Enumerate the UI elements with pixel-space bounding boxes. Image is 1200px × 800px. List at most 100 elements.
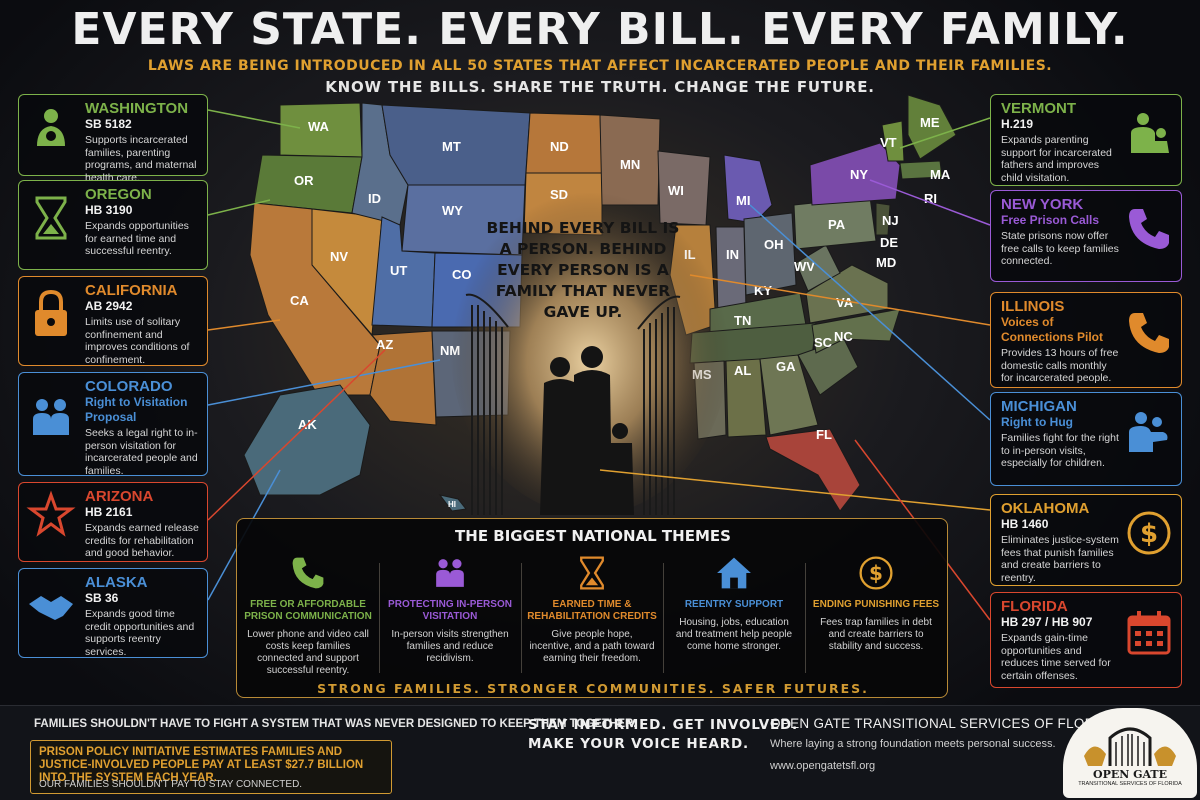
- svg-text:WI: WI: [668, 183, 684, 198]
- theme-people-icon: [436, 559, 464, 587]
- theme-title: FREE OR AFFORDABLE PRISON COMMUNICATION: [244, 599, 372, 622]
- theme-title: ENDING PUNISHING FEES: [812, 599, 940, 610]
- footer-cta: STAY INFORMED. GET INVOLVED. MAKE YOUR V…: [528, 716, 798, 754]
- theme-description: Fees trap families in debt and create ba…: [820, 617, 932, 652]
- state-name: NEW YORK: [1001, 196, 1084, 213]
- state-card-vermont: VERMONT H.219 Expands parenting support fo…: [990, 94, 1182, 186]
- svg-text:MN: MN: [620, 157, 640, 172]
- hourglass-icon: [35, 196, 67, 240]
- theme-2: PROTECTING IN-PERSON VISITATION In-person…: [379, 553, 521, 683]
- theme-title: PROTECTING IN-PERSON VISITATION: [388, 599, 512, 622]
- state-me: [907, 95, 957, 160]
- bill-number: Right to Visitation Proposal: [85, 395, 188, 424]
- bill-description: Limits use of solitary confinement and i…: [85, 316, 190, 366]
- parent-child-icon: [1131, 113, 1169, 153]
- family-silhouette: [540, 346, 634, 515]
- svg-text:ND: ND: [550, 139, 569, 154]
- state-name: ILLINOIS: [1001, 298, 1065, 315]
- theme-1: FREE OR AFFORDABLE PRISON COMMUNICATION L…: [237, 553, 379, 683]
- themes-tagline: STRONG FAMILIES. STRONGER COMMUNITIES. S…: [317, 681, 869, 696]
- state-card-california: CALIFORNIA AB 2942 Limits use of solitary …: [18, 276, 208, 366]
- svg-text:$: $: [869, 561, 883, 585]
- statistic-box: PRISON POLICY INITIATIVE ESTIMATES FAMIL…: [30, 740, 392, 794]
- state-al: [725, 358, 767, 438]
- light-glow: [450, 175, 730, 515]
- center-message: BEHIND EVERY BILL IS A PERSON. BEHIND EV…: [486, 219, 680, 321]
- theme-title: REENTRY SUPPORT: [684, 599, 784, 610]
- bill-description: Seeks a legal right to in-person visitat…: [85, 427, 198, 477]
- state-name: ALASKA: [85, 574, 148, 591]
- theme-title: EARNED TIME & REHABILITATION CREDITS: [527, 599, 657, 622]
- hug-icon: [1129, 412, 1168, 452]
- state-card-arizona: ARIZONA HB 2161 Expands earned release cre…: [18, 482, 208, 562]
- state-ga: [759, 354, 819, 436]
- svg-text:MI: MI: [736, 193, 750, 208]
- state-name: COLORADO: [85, 378, 173, 395]
- bill-number: HB 297 / HB 907: [1001, 615, 1093, 629]
- bill-description: Provides 13 hours of free domestic calls…: [1001, 347, 1119, 384]
- svg-text:TN: TN: [734, 313, 751, 328]
- logo-name: OPEN GATE: [1092, 768, 1168, 781]
- state-card-oklahoma: $ OKLAHOMA HB 1460 Eliminates justice-syste…: [990, 494, 1182, 586]
- bill-number: Voices of Connections Pilot: [1001, 315, 1103, 344]
- bill-number: SB 5182: [85, 117, 132, 131]
- svg-text:UT: UT: [390, 263, 407, 278]
- bill-description: Expands gain-time opportunities and redu…: [1001, 632, 1111, 682]
- star-icon: [26, 490, 76, 537]
- state-fl: [765, 428, 861, 512]
- svg-text:WA: WA: [308, 119, 330, 134]
- svg-text:GA: GA: [776, 359, 796, 374]
- svg-text:MD: MD: [876, 255, 896, 270]
- statistic-text: PRISON POLICY INITIATIVE ESTIMATES FAMIL…: [39, 746, 364, 784]
- gate-arch-icon: [1084, 727, 1176, 766]
- family-icon: [37, 109, 65, 146]
- svg-text:PA: PA: [828, 217, 846, 232]
- statistic-subtext: OUR FAMILIES SHOULDN'T PAY TO STAY CONNE…: [39, 779, 303, 790]
- bill-number: HB 2161: [85, 505, 133, 519]
- theme-description: In-person visits strengthen families and…: [391, 629, 509, 664]
- footer-cta-line1: STAY INFORMED. GET INVOLVED.: [528, 717, 798, 733]
- bill-description: Expands earned release credits for rehab…: [85, 522, 199, 559]
- svg-text:NC: NC: [834, 329, 853, 344]
- state-name: WASHINGTON: [85, 100, 189, 117]
- svg-text:VT: VT: [880, 135, 897, 150]
- state-card-new-york: NEW YORK Free Prison Calls State prisons n…: [990, 190, 1182, 282]
- state-card-illinois: ILLINOIS Voices of Connections Pilot Provi…: [990, 292, 1182, 388]
- bill-number: Free Prison Calls: [1001, 213, 1100, 227]
- state-ny: [809, 142, 901, 206]
- svg-text:HI: HI: [448, 500, 456, 509]
- theme-5: $ ENDING PUNISHING FEES Fees trap families…: [805, 553, 947, 683]
- state-card-michigan: MICHIGAN Right to Hug Families fight for t…: [990, 392, 1182, 486]
- bill-number: AB 2942: [85, 299, 133, 313]
- bill-description: Expands good time credit opportunities a…: [85, 608, 195, 658]
- themes-title: THE BIGGEST NATIONAL THEMES: [455, 527, 731, 545]
- svg-text:DE: DE: [880, 235, 898, 250]
- state-vt: [881, 120, 905, 162]
- bill-description: State prisons now offer free calls to ke…: [1001, 230, 1119, 267]
- state-card-colorado: COLORADO Right to Visitation Proposal Seek…: [18, 372, 208, 477]
- svg-text:NY: NY: [850, 167, 868, 182]
- state-ma: [899, 160, 943, 180]
- theme-4: REENTRY SUPPORT Housing, jobs, education …: [663, 553, 805, 683]
- bill-number: H.219: [1001, 117, 1034, 131]
- org-website-link[interactable]: www.opengatetsfl.org: [770, 760, 876, 772]
- state-card-washington: WASHINGTON SB 5182 Supports incarcerated f…: [18, 94, 208, 184]
- state-card-oregon: OREGON HB 3190 Expands opportunities for e…: [18, 180, 208, 270]
- national-themes-panel: THE BIGGEST NATIONAL THEMES FREE OR AFFO…: [236, 518, 948, 698]
- svg-text:WV: WV: [794, 259, 815, 274]
- state-oh: [743, 212, 797, 296]
- svg-text:OH: OH: [764, 237, 784, 252]
- state-name: ARIZONA: [85, 488, 154, 505]
- theme-dollar-icon: $: [859, 556, 893, 590]
- state-name: VERMONT: [1001, 100, 1076, 117]
- theme-phone-icon: [292, 557, 324, 589]
- svg-text:VA: VA: [836, 295, 854, 310]
- svg-text:IN: IN: [726, 247, 739, 262]
- state-name: OKLAHOMA: [1001, 500, 1090, 517]
- state-name: OREGON: [85, 186, 152, 203]
- phone-icon: [1129, 313, 1169, 353]
- svg-text:$: $: [1140, 519, 1158, 549]
- org-slogan: Where laying a strong foundation meets p…: [770, 738, 1056, 750]
- open-gate-illustration: [465, 293, 681, 515]
- svg-text:ME: ME: [920, 115, 940, 130]
